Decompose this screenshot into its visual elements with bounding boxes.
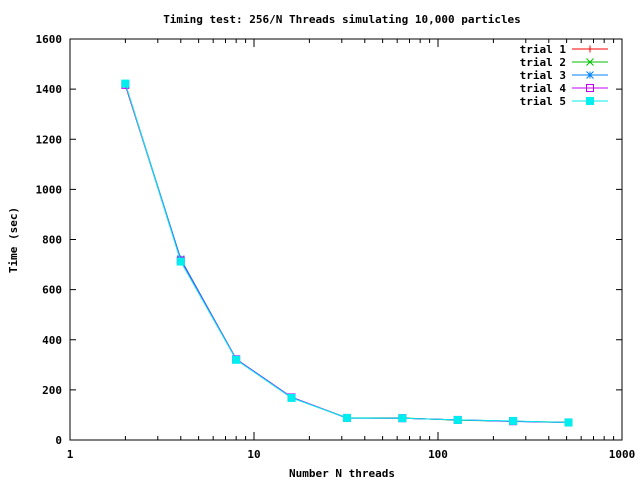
y-axis-label: Time (sec) — [7, 207, 20, 273]
data-point — [453, 415, 462, 424]
chart-title: Timing test: 256/N Threads simulating 10… — [163, 13, 521, 26]
x-tick-label: 10 — [247, 448, 260, 461]
y-tick-label: 1600 — [36, 33, 63, 46]
legend-label: trial 1 — [520, 43, 567, 56]
data-point — [342, 413, 351, 422]
data-point — [564, 418, 573, 427]
legend-label: trial 5 — [520, 95, 566, 108]
x-tick-label: 1 — [67, 448, 74, 461]
legend-marker — [586, 45, 594, 53]
x-tick-label: 100 — [428, 448, 448, 461]
data-point — [287, 393, 296, 402]
series-line — [124, 84, 569, 423]
y-tick-label: 0 — [55, 434, 62, 447]
series-3 — [121, 80, 573, 427]
legend-marker — [586, 97, 594, 105]
data-point — [232, 355, 241, 364]
legend-marker — [586, 84, 594, 92]
series-line — [124, 83, 569, 423]
y-tick-label: 1200 — [36, 133, 63, 146]
series-layer — [121, 79, 573, 427]
data-point — [176, 257, 185, 266]
y-tick-label: 800 — [42, 234, 62, 247]
series-1 — [121, 81, 573, 426]
series-line — [124, 85, 569, 423]
data-point — [509, 416, 518, 425]
x-tick-label: 1000 — [609, 448, 636, 461]
legend-label: trial 4 — [520, 82, 567, 95]
series-4 — [121, 80, 573, 427]
data-point — [121, 79, 130, 88]
y-axis: 0 200 400 600 800 1000 1200 1400 1600 — [36, 33, 622, 447]
y-tick-label: 1400 — [36, 83, 63, 96]
x-axis-label: Number N threads — [289, 467, 395, 480]
y-tick-label: 1000 — [36, 183, 63, 196]
y-tick-label: 200 — [42, 384, 62, 397]
legend-marker — [586, 58, 594, 66]
legend-marker — [586, 71, 594, 79]
x-axis: 1 10 100 1000 — [67, 39, 636, 461]
legend-label: trial 2 — [520, 56, 566, 69]
data-point — [398, 414, 407, 423]
series-5 — [121, 79, 573, 427]
y-tick-label: 400 — [42, 334, 62, 347]
series-line — [124, 83, 569, 423]
y-tick-label: 600 — [42, 284, 62, 297]
series-line — [124, 84, 569, 423]
series-2 — [121, 80, 573, 427]
legend-label: trial 3 — [520, 69, 566, 82]
